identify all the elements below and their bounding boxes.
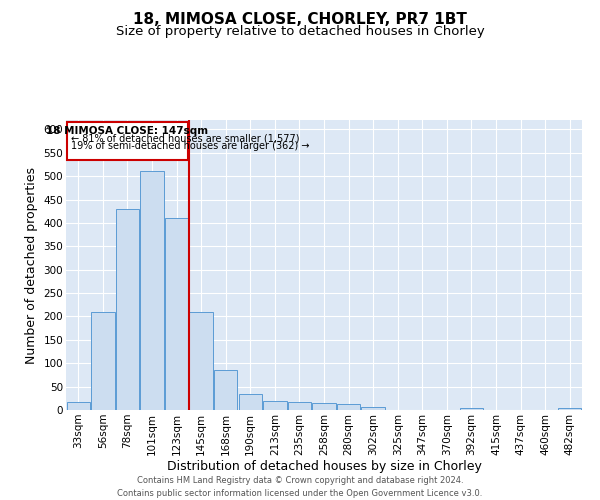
Y-axis label: Number of detached properties: Number of detached properties <box>25 166 38 364</box>
Text: ← 81% of detached houses are smaller (1,577): ← 81% of detached houses are smaller (1,… <box>71 134 299 143</box>
Bar <box>140 172 164 410</box>
Bar <box>558 408 581 410</box>
Bar <box>190 312 213 410</box>
Bar <box>91 312 115 410</box>
X-axis label: Distribution of detached houses by size in Chorley: Distribution of detached houses by size … <box>167 460 481 473</box>
Bar <box>288 402 311 410</box>
Bar <box>67 122 188 160</box>
Bar <box>361 407 385 410</box>
Bar <box>337 404 360 410</box>
Text: 18, MIMOSA CLOSE, CHORLEY, PR7 1BT: 18, MIMOSA CLOSE, CHORLEY, PR7 1BT <box>133 12 467 28</box>
Text: 19% of semi-detached houses are larger (362) →: 19% of semi-detached houses are larger (… <box>71 141 310 151</box>
Text: 18 MIMOSA CLOSE: 147sqm: 18 MIMOSA CLOSE: 147sqm <box>46 126 208 136</box>
Bar <box>460 408 483 410</box>
Bar <box>67 402 90 410</box>
Bar <box>165 218 188 410</box>
Bar <box>313 403 335 410</box>
Bar <box>263 400 287 410</box>
Text: Contains HM Land Registry data © Crown copyright and database right 2024.
Contai: Contains HM Land Registry data © Crown c… <box>118 476 482 498</box>
Bar <box>214 370 238 410</box>
Bar <box>116 209 139 410</box>
Text: Size of property relative to detached houses in Chorley: Size of property relative to detached ho… <box>116 25 484 38</box>
Bar <box>239 394 262 410</box>
